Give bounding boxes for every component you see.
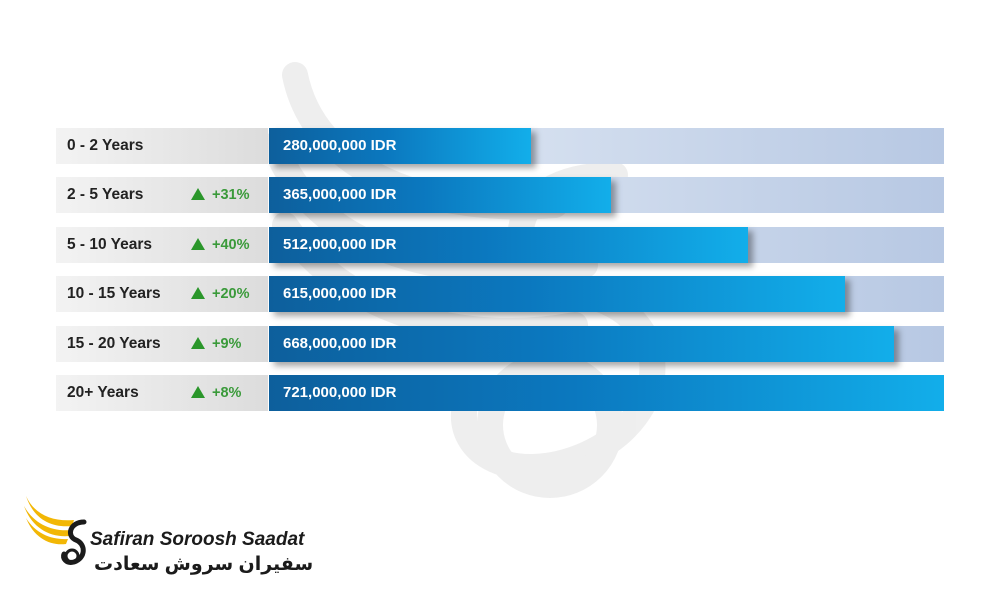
- bar-row: 2 - 5 Years +31% 365,000,000 IDR: [56, 177, 944, 214]
- growth-indicator: +8%: [191, 375, 241, 411]
- category-cell: 20+ Years +8%: [56, 375, 268, 411]
- up-arrow-icon: [191, 188, 205, 201]
- bar-row: 15 - 20 Years +9% 668,000,000 IDR: [56, 325, 944, 362]
- growth-label: +31%: [212, 187, 250, 204]
- growth-label: +40%: [212, 236, 250, 253]
- growth-label: +20%: [212, 286, 250, 303]
- bar-track: 615,000,000 IDR: [269, 276, 944, 313]
- category-label: 5 - 10 Years: [67, 235, 153, 253]
- winged-s-logo-icon: [24, 496, 87, 565]
- up-arrow-icon: [191, 237, 205, 250]
- category-label: 10 - 15 Years: [67, 285, 161, 303]
- category-label: 20+ Years: [67, 384, 139, 401]
- bar-track: 280,000,000 IDR: [269, 128, 944, 164]
- growth-indicator: +9%: [191, 326, 241, 362]
- category-label: 15 - 20 Years: [67, 334, 161, 352]
- category-label: 0 - 2 Years: [67, 137, 144, 154]
- up-arrow-icon: [191, 386, 205, 398]
- bar: 615,000,000 IDR: [269, 276, 845, 313]
- category-cell: 5 - 10 Years +40%: [56, 226, 268, 263]
- growth-indicator: +40%: [191, 227, 250, 263]
- value-label: 615,000,000 IDR: [283, 285, 397, 303]
- growth-indicator: +20%: [191, 276, 250, 312]
- value-label: 668,000,000 IDR: [283, 334, 397, 352]
- up-arrow-icon: [191, 287, 205, 300]
- bar: 280,000,000 IDR: [269, 128, 532, 164]
- brand-name-persian: سفیران سروش سعادت: [94, 554, 314, 575]
- bar-track: 721,000,000 IDR: [269, 375, 944, 411]
- bar: 721,000,000 IDR: [269, 375, 944, 411]
- value-label: 512,000,000 IDR: [283, 235, 397, 253]
- value-label: 365,000,000 IDR: [283, 186, 397, 204]
- category-label: 2 - 5 Years: [67, 186, 144, 204]
- bar: 365,000,000 IDR: [269, 177, 611, 214]
- bar-row: 20+ Years +8% 721,000,000 IDR: [56, 375, 944, 411]
- bar: 512,000,000 IDR: [269, 226, 749, 263]
- value-label: 280,000,000 IDR: [283, 137, 397, 154]
- bar-track: 668,000,000 IDR: [269, 325, 944, 362]
- bar-track: 512,000,000 IDR: [269, 226, 944, 263]
- bar-row: 10 - 15 Years +20% 615,000,000 IDR: [56, 276, 944, 313]
- category-cell: 15 - 20 Years +9%: [56, 325, 268, 362]
- value-label: 721,000,000 IDR: [283, 384, 397, 401]
- bar: 668,000,000 IDR: [269, 325, 895, 362]
- category-cell: 2 - 5 Years +31%: [56, 177, 268, 214]
- growth-label: +9%: [212, 335, 242, 352]
- bar-row: 5 - 10 Years +40% 512,000,000 IDR: [56, 226, 944, 263]
- category-cell: 0 - 2 Years: [56, 128, 268, 164]
- bar-row: 0 - 2 Years 280,000,000 IDR: [56, 128, 944, 164]
- growth-label: +8%: [212, 385, 242, 401]
- growth-indicator: +31%: [191, 177, 250, 213]
- category-cell: 10 - 15 Years +20%: [56, 276, 268, 313]
- up-arrow-icon: [191, 336, 205, 349]
- brand-name-latin: Safiran Soroosh Saadat: [90, 529, 305, 550]
- bar-track: 365,000,000 IDR: [269, 177, 944, 214]
